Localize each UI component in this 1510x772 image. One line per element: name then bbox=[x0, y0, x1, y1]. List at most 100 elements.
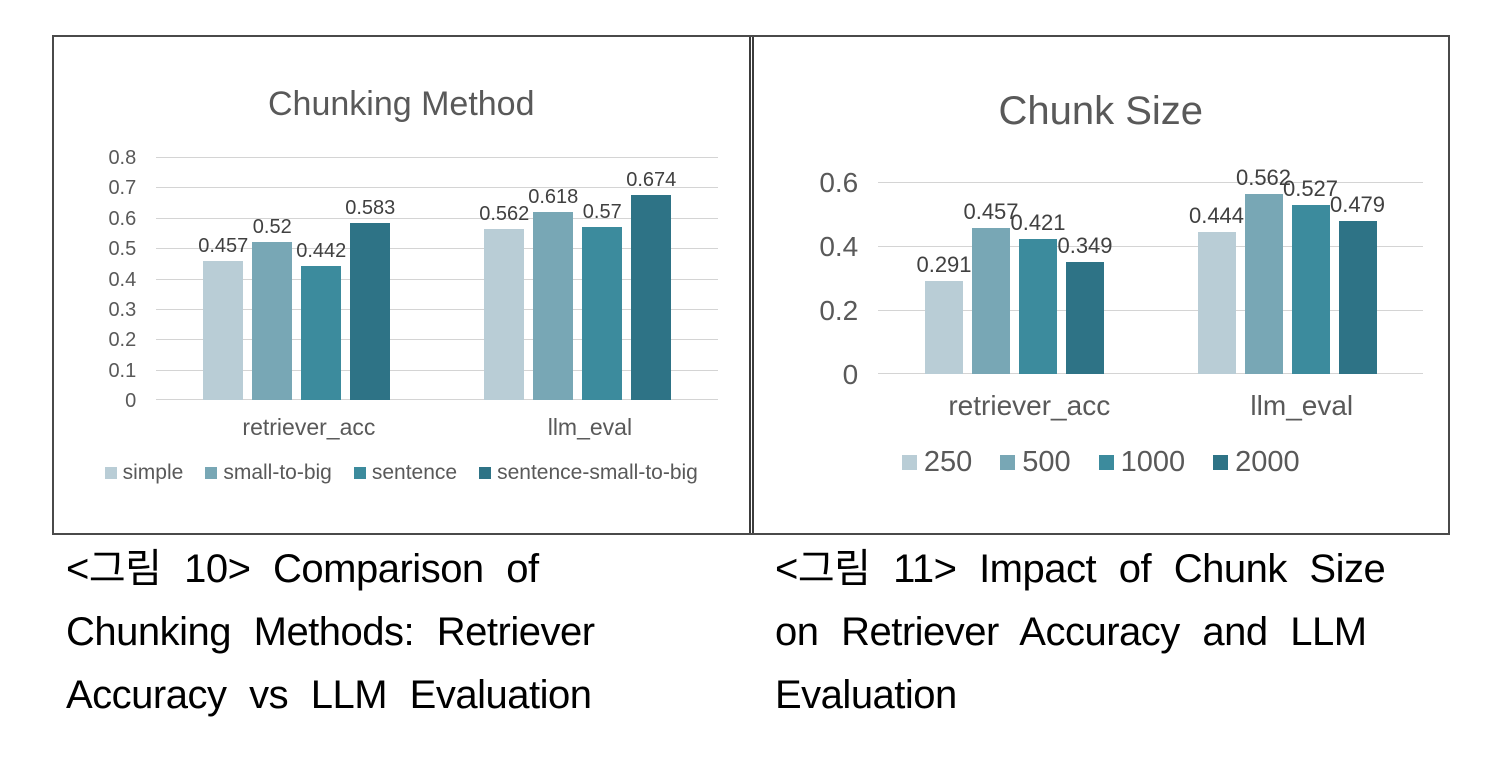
chart-chunking-method: Chunking Method 0 0.1 0.2 0.3 0.4 0.5 0.6 0.7 0.… bbox=[76, 37, 726, 485]
chart-title: Chunking Method bbox=[267, 85, 535, 123]
bar-value-label: 0.349 bbox=[1057, 233, 1113, 258]
bar-group: 0.457 0.52 0.442 0.583 bbox=[198, 198, 395, 400]
bar: 0.421 bbox=[1010, 212, 1066, 374]
legend-item: 2000 bbox=[1213, 446, 1300, 479]
legend-swatch bbox=[205, 467, 218, 479]
gridline bbox=[156, 279, 719, 280]
bar-value-label: 0.618 bbox=[528, 186, 579, 208]
legend-label: small-to-big bbox=[223, 461, 332, 484]
category-axis: retriever_acc llm_eval bbox=[878, 390, 1423, 422]
y-tick-label: 0 bbox=[842, 359, 859, 391]
gridline bbox=[156, 187, 719, 188]
gridline bbox=[156, 339, 719, 340]
bar-value-label: 0.583 bbox=[345, 197, 396, 219]
y-tick-label: 0.4 bbox=[819, 231, 859, 263]
chart-body: 0 0.1 0.2 0.3 0.4 0.5 0.6 0.7 0.8 0.457 0.52 0.442 0… bbox=[76, 148, 726, 411]
gridline bbox=[878, 246, 1424, 247]
legend: simple small-to-big sentence sentence-small… bbox=[76, 461, 726, 485]
bar: 0.442 bbox=[296, 241, 346, 400]
plot-area: 0.291 0.457 0.421 0.349 0.444 0.562 0.527 0.479 bbox=[878, 167, 1424, 374]
y-tick-label: 0.4 bbox=[108, 268, 137, 291]
legend-swatch bbox=[1000, 455, 1016, 470]
bar-group: 0.562 0.618 0.57 0.674 bbox=[479, 170, 676, 400]
bar-value-label: 0.421 bbox=[1010, 210, 1066, 235]
caption-line: Evaluation bbox=[775, 673, 957, 717]
y-tick-label: 0.3 bbox=[108, 298, 137, 321]
legend-swatch bbox=[1213, 455, 1229, 470]
caption-line: on Retriever Accuracy and LLM bbox=[775, 610, 1367, 654]
category-axis: retriever_acc llm_eval bbox=[156, 414, 718, 441]
legend-swatch bbox=[104, 467, 117, 479]
figure-cell-chunking-method: Chunking Method 0 0.1 0.2 0.3 0.4 0.5 0.6 0.7 0.… bbox=[54, 37, 749, 533]
legend-label: 250 bbox=[923, 446, 973, 478]
gridline bbox=[156, 157, 719, 158]
bar: 0.444 bbox=[1189, 205, 1244, 374]
y-axis: 0 0.1 0.2 0.3 0.4 0.5 0.6 0.7 0.8 bbox=[76, 148, 156, 411]
legend-label: simple bbox=[122, 461, 184, 484]
bar: 0.527 bbox=[1283, 178, 1338, 374]
legend-swatch bbox=[353, 467, 366, 479]
legend-item: sentence bbox=[353, 461, 458, 485]
bar-groups: 0.457 0.52 0.442 0.583 0.562 0.618 0.57 0.674 bbox=[156, 157, 718, 400]
y-tick-label: 0.6 bbox=[819, 167, 859, 199]
y-tick-label: 0.7 bbox=[108, 177, 137, 200]
category-label: llm_eval bbox=[1250, 390, 1354, 421]
y-tick-label: 0.6 bbox=[108, 207, 137, 230]
bar-value-label: 0.442 bbox=[296, 240, 347, 262]
chart-title: Chunk Size bbox=[998, 89, 1204, 133]
gridline bbox=[156, 248, 719, 249]
bar-value-label: 0.562 bbox=[479, 203, 530, 225]
y-tick-label: 0.5 bbox=[108, 238, 137, 261]
bar-group: 0.444 0.562 0.527 0.479 bbox=[1189, 167, 1385, 374]
y-tick-label: 0.2 bbox=[819, 295, 859, 327]
legend-label: 1000 bbox=[1120, 446, 1186, 478]
gridline bbox=[878, 373, 1424, 374]
y-axis: 0 0.2 0.4 0.6 bbox=[778, 169, 878, 389]
bar-value-label: 0.527 bbox=[1282, 176, 1339, 201]
bar-value-label: 0.479 bbox=[1329, 192, 1386, 217]
legend-label: 2000 bbox=[1235, 446, 1300, 478]
bar: 0.479 bbox=[1330, 194, 1385, 374]
legend-label: sentence bbox=[371, 461, 458, 484]
figure-caption-11: <그림 11> Impact of Chunk Size on Retrieve… bbox=[751, 538, 1450, 727]
captions-row: <그림 10> Comparison of Chunking Methods: … bbox=[52, 538, 1450, 727]
figure-caption-10: <그림 10> Comparison of Chunking Methods: … bbox=[52, 538, 751, 727]
legend-item: 1000 bbox=[1098, 446, 1186, 479]
y-tick-label: 0 bbox=[125, 390, 137, 412]
gridline bbox=[156, 309, 719, 310]
legend-item: simple bbox=[104, 461, 184, 485]
bar-value-label: 0.674 bbox=[626, 169, 677, 191]
gridline bbox=[878, 310, 1424, 311]
legend-item: sentence-small-to-big bbox=[479, 461, 698, 485]
legend-item: 500 bbox=[1000, 446, 1071, 479]
caption-line: <그림 11> Impact of Chunk Size bbox=[775, 547, 1386, 591]
gridline bbox=[156, 370, 719, 371]
gridline bbox=[156, 218, 719, 219]
figure-cell-chunk-size: Chunk Size 0 0.2 0.4 0.6 0.291 0.457 0.421 0.34… bbox=[753, 37, 1448, 533]
legend-label: sentence-small-to-big bbox=[497, 461, 698, 484]
bar-value-label: 0.457 bbox=[963, 199, 1019, 224]
bar: 0.457 bbox=[963, 201, 1019, 374]
bar-value-label: 0.562 bbox=[1235, 165, 1292, 190]
category-label: llm_eval bbox=[547, 414, 633, 440]
legend-swatch bbox=[1098, 455, 1114, 470]
chart-canvas: 0 0.2 0.4 0.6 0.291 0.457 0.421 0.349 0.444 0.562… bbox=[778, 167, 1424, 479]
bar: 0.291 bbox=[916, 254, 972, 374]
chart-body: 0 0.2 0.4 0.6 0.291 0.457 0.421 0.349 0.444 0.562… bbox=[778, 167, 1424, 389]
caption-line: Chunking Methods: Retriever bbox=[66, 610, 595, 654]
legend: 250 500 1000 2000 bbox=[778, 446, 1423, 479]
legend-item: 250 bbox=[901, 446, 973, 479]
y-tick-label: 0.8 bbox=[108, 147, 137, 169]
plot-area: 0.457 0.52 0.442 0.583 0.562 0.618 0.57 0.674 bbox=[156, 157, 719, 400]
legend-label: 500 bbox=[1022, 446, 1071, 478]
bar: 0.52 bbox=[252, 217, 293, 400]
y-tick-label: 0.1 bbox=[108, 359, 137, 382]
bar: 0.674 bbox=[626, 170, 676, 400]
bar: 0.583 bbox=[345, 198, 395, 400]
bar: 0.562 bbox=[479, 204, 529, 400]
caption-line: Accuracy vs LLM Evaluation bbox=[66, 673, 592, 717]
bar: 0.349 bbox=[1057, 235, 1113, 374]
bar-value-label: 0.57 bbox=[582, 201, 622, 223]
figures-table: Chunking Method 0 0.1 0.2 0.3 0.4 0.5 0.6 0.7 0.… bbox=[52, 35, 1450, 535]
